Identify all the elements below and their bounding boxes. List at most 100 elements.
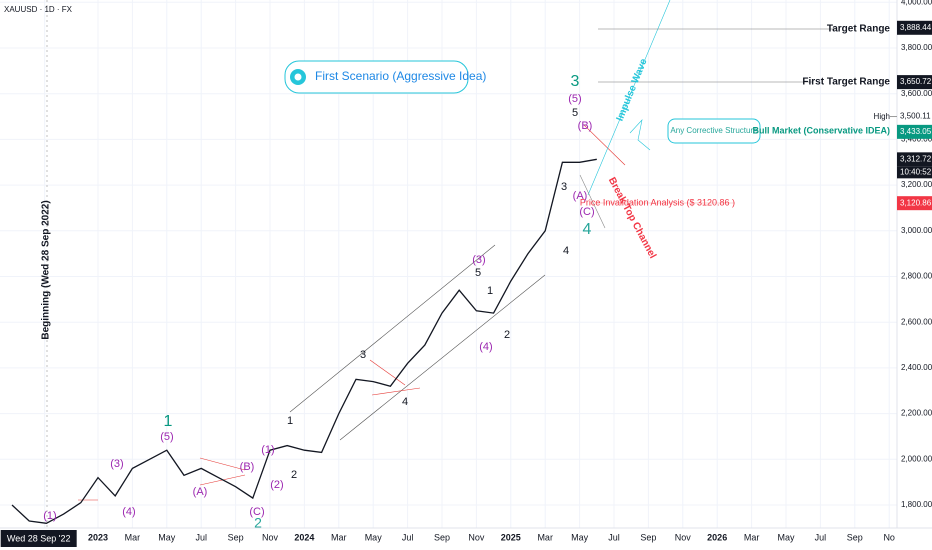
chart-title: XAUUSD · 1D · FX	[4, 5, 73, 14]
annotation: Any Corrective Structure	[670, 126, 758, 135]
channel-line	[289, 244, 496, 413]
y-tick-label: 4,000.00	[901, 0, 932, 6]
wave-label: (1)	[43, 510, 56, 522]
x-tick-label: May	[158, 532, 176, 542]
wave-label: 2	[504, 329, 510, 341]
y-tick-label: 3,600.00	[901, 89, 932, 98]
x-tick-label: 2024	[294, 532, 314, 542]
price-label-box	[897, 20, 932, 35]
channel-line	[339, 274, 546, 441]
x-tick-label: May	[777, 532, 795, 542]
x-tick-label: Jul	[195, 532, 207, 542]
wave-label: 1	[164, 413, 173, 430]
x-tick-label: Mar	[125, 532, 141, 542]
x-tick-label: Sep	[847, 532, 863, 542]
wave-label: (1)	[261, 444, 274, 456]
x-tick-label: No	[883, 532, 895, 542]
wave-label: (A)	[193, 486, 208, 498]
price-label-box	[897, 124, 932, 139]
price-label: 3,888.44	[900, 23, 932, 32]
break-line	[583, 124, 626, 166]
annotation: First Scenario (Aggressive Idea)	[315, 69, 486, 83]
x-tick-label: Jul	[815, 532, 827, 542]
wave-label: 1	[287, 415, 293, 427]
wave-label: (B)	[578, 120, 593, 132]
x-tick-label: Sep	[640, 532, 656, 542]
grid	[0, 0, 897, 528]
annotation: First Target Range	[802, 77, 890, 88]
wave-label: 1	[487, 285, 493, 297]
mark-line	[371, 387, 421, 396]
y-tick-label: 2,200.00	[901, 409, 932, 418]
wave-label: 5	[475, 267, 481, 279]
price-label: 3,650.72	[900, 77, 932, 86]
x-tick-label: Sep	[434, 532, 450, 542]
scenario-icon	[294, 73, 302, 81]
corrective-path	[629, 119, 651, 151]
price-label-box	[897, 75, 932, 90]
wave-label: (5)	[160, 431, 173, 443]
wave-label: (2)	[270, 479, 283, 491]
x-tick-label: Nov	[675, 532, 692, 542]
price-label-box	[897, 152, 932, 167]
wave-label: (B)	[240, 461, 255, 473]
annotation: High	[874, 112, 890, 121]
wave-label: 3	[561, 181, 567, 193]
price-label: 3,500.11	[900, 112, 931, 121]
wave-label: 3	[571, 73, 580, 90]
x-tick-label: Jul	[402, 532, 414, 542]
y-tick-label: 2,800.00	[901, 272, 932, 281]
wave-label: (3)	[472, 254, 485, 266]
scenario-box	[284, 60, 469, 94]
wave-label: 4	[402, 396, 408, 408]
wave-label: (C)	[249, 506, 264, 518]
x-tick-label: Mar	[537, 532, 553, 542]
x-tick-label: Jul	[608, 532, 620, 542]
x-tick-label: May	[365, 532, 383, 542]
wave-label: 3	[360, 349, 366, 361]
price-label: 3,312.72	[900, 154, 932, 163]
x-tick-label: May	[571, 532, 589, 542]
wave-label: 2	[291, 469, 297, 481]
wave-label: (C)	[579, 206, 594, 218]
price-label: 3,433.05	[900, 127, 932, 136]
x-cursor-box	[0, 530, 77, 547]
wave-label: (A)	[573, 190, 588, 202]
wave-label: (3)	[110, 458, 123, 470]
x-tick-label: Mar	[744, 532, 760, 542]
annotation: Target Range	[827, 24, 891, 35]
x-tick-label: Wed 28 Sep '22	[7, 533, 71, 543]
price-label-box	[897, 196, 932, 211]
y-tick-label: 1,800.00	[901, 500, 932, 509]
y-tick-label: 3,800.00	[901, 43, 932, 52]
x-tick-label: 2026	[707, 532, 727, 542]
price-line	[11, 158, 597, 524]
y-tick-label: 2,400.00	[901, 363, 932, 372]
y-tick-label: 3,000.00	[901, 226, 932, 235]
y-tick-label: 3,200.00	[901, 180, 932, 189]
corrective-box	[667, 118, 761, 144]
annotation: Price Invalidation Analysis ($ 3120.86 )	[580, 197, 735, 207]
wave-label: 5	[572, 107, 578, 119]
wave-label: (5)	[568, 93, 581, 105]
y-tick-label: 3,400.00	[901, 135, 932, 144]
annotation: Beginning (Wed 28 Sep 2022)	[41, 200, 52, 339]
wave-label: 2	[254, 515, 262, 531]
corrective-line	[579, 174, 606, 229]
x-tick-label: Sep	[228, 532, 244, 542]
wave-label: 4	[563, 245, 569, 257]
y-tick-label: 2,600.00	[901, 317, 932, 326]
clock-box	[897, 166, 932, 179]
price-label: 3,120.86	[900, 198, 932, 207]
x-tick-label: 2023	[88, 532, 108, 542]
annotation: Bull Market (Conservative IDEA)	[752, 125, 890, 135]
impulse-line	[587, 0, 671, 196]
mark-line	[369, 359, 406, 386]
x-tick-label: Nov	[262, 532, 279, 542]
y-tick-label: 2,000.00	[901, 454, 932, 463]
wave-label: (4)	[479, 341, 492, 353]
mark-line	[199, 457, 246, 471]
wave-label: 4	[583, 221, 592, 238]
